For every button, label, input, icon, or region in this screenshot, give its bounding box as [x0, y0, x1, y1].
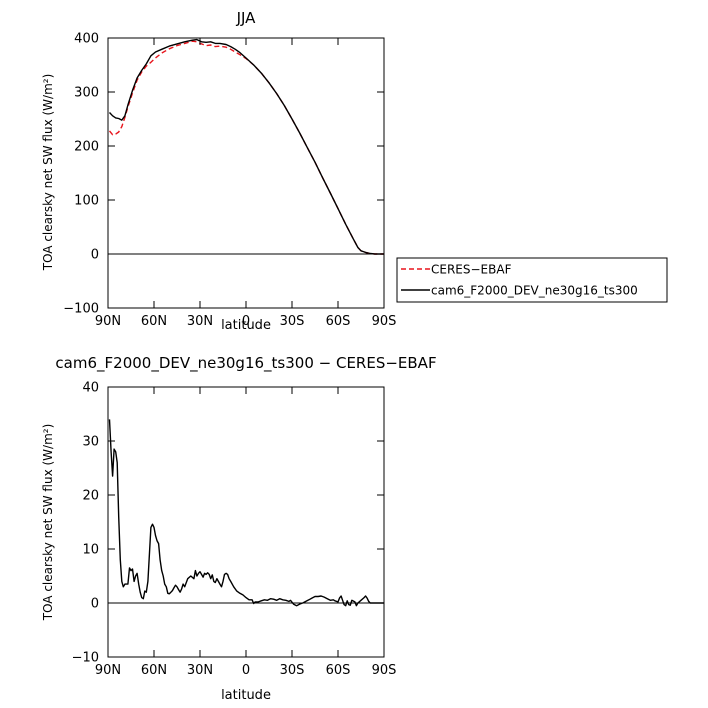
top-x-tick-label-2: 30N [187, 314, 213, 329]
top-y-tick-label-1: 0 [91, 248, 99, 263]
bot-x-tick-label-2: 30N [187, 663, 213, 678]
bottom-x-axis-label: latitude [221, 688, 271, 703]
legend-label-cam6: cam6_F2000_DEV_ne30g16_ts300 [431, 284, 638, 298]
bot-y-tick-label-2: 10 [82, 543, 99, 558]
top-plot-frame [107, 37, 385, 309]
bottom-panel-title: cam6_F2000_DEV_ne30g16_ts300 − CERES−EBA… [55, 354, 436, 373]
top-x-tick-label-6: 90S [372, 314, 397, 329]
top-series-line-0 [108, 40, 384, 255]
bottom-plot-frame [107, 386, 385, 658]
top-x-axis-label: latitude [221, 318, 271, 333]
bottom-y-axis-label: TOA clearsky net SW flux (W/m²) [41, 424, 55, 622]
bot-x-tick-label-4: 30S [280, 663, 305, 678]
top-x-tick-label-1: 60N [141, 314, 167, 329]
top-x-tick-label-4: 30S [280, 314, 305, 329]
top-y-tick-label-5: 400 [74, 32, 99, 47]
top-x-tick-label-5: 60S [326, 314, 351, 329]
bot-y-tick-label-4: 30 [82, 435, 99, 450]
bot-series-line-0 [108, 419, 384, 607]
top-x-tick-label-3: 0 [242, 314, 250, 329]
bot-x-tick-label-6: 90S [372, 663, 397, 678]
top-y-tick-label-2: 100 [74, 194, 99, 209]
top-y-tick-label-0: −100 [63, 302, 99, 317]
top-panel: JJA latitude TOA clearsky net SW flux (W… [41, 9, 396, 333]
legend-box [396, 257, 668, 303]
bot-y-tick-label-0: −10 [72, 651, 99, 666]
bot-x-tick-label-3: 0 [242, 663, 250, 678]
bot-y-tick-label-1: 0 [91, 597, 99, 612]
bot-x-tick-label-5: 60S [326, 663, 351, 678]
top-y-tick-label-4: 300 [74, 86, 99, 101]
bottom-ticks: 90N 60N 30N 0 30S 60S 90S −10 0 10 20 30 40 [72, 381, 397, 679]
bot-x-tick-label-1: 60N [141, 663, 167, 678]
bot-x-tick-label-0: 90N [95, 663, 121, 678]
bot-y-tick-label-3: 20 [82, 489, 99, 504]
top-series-lines [108, 38, 384, 255]
legend: CERES−EBAF cam6_F2000_DEV_ne30g16_ts300 [396, 257, 668, 303]
top-x-tick-label-0: 90N [95, 314, 121, 329]
bottom-series-lines [108, 419, 384, 607]
bottom-panel: cam6_F2000_DEV_ne30g16_ts300 − CERES−EBA… [41, 354, 437, 703]
top-ticks: 90N 60N 30N 0 30S 60S 90S −100 0 100 200 300 400 [63, 32, 396, 330]
bot-y-tick-label-5: 40 [82, 381, 99, 396]
top-panel-title: JJA [236, 9, 257, 27]
top-y-tick-label-3: 200 [74, 140, 99, 155]
top-y-axis-label: TOA clearsky net SW flux (W/m²) [41, 74, 55, 272]
legend-label-ceres: CERES−EBAF [431, 263, 512, 277]
top-series-line-1 [108, 38, 384, 255]
